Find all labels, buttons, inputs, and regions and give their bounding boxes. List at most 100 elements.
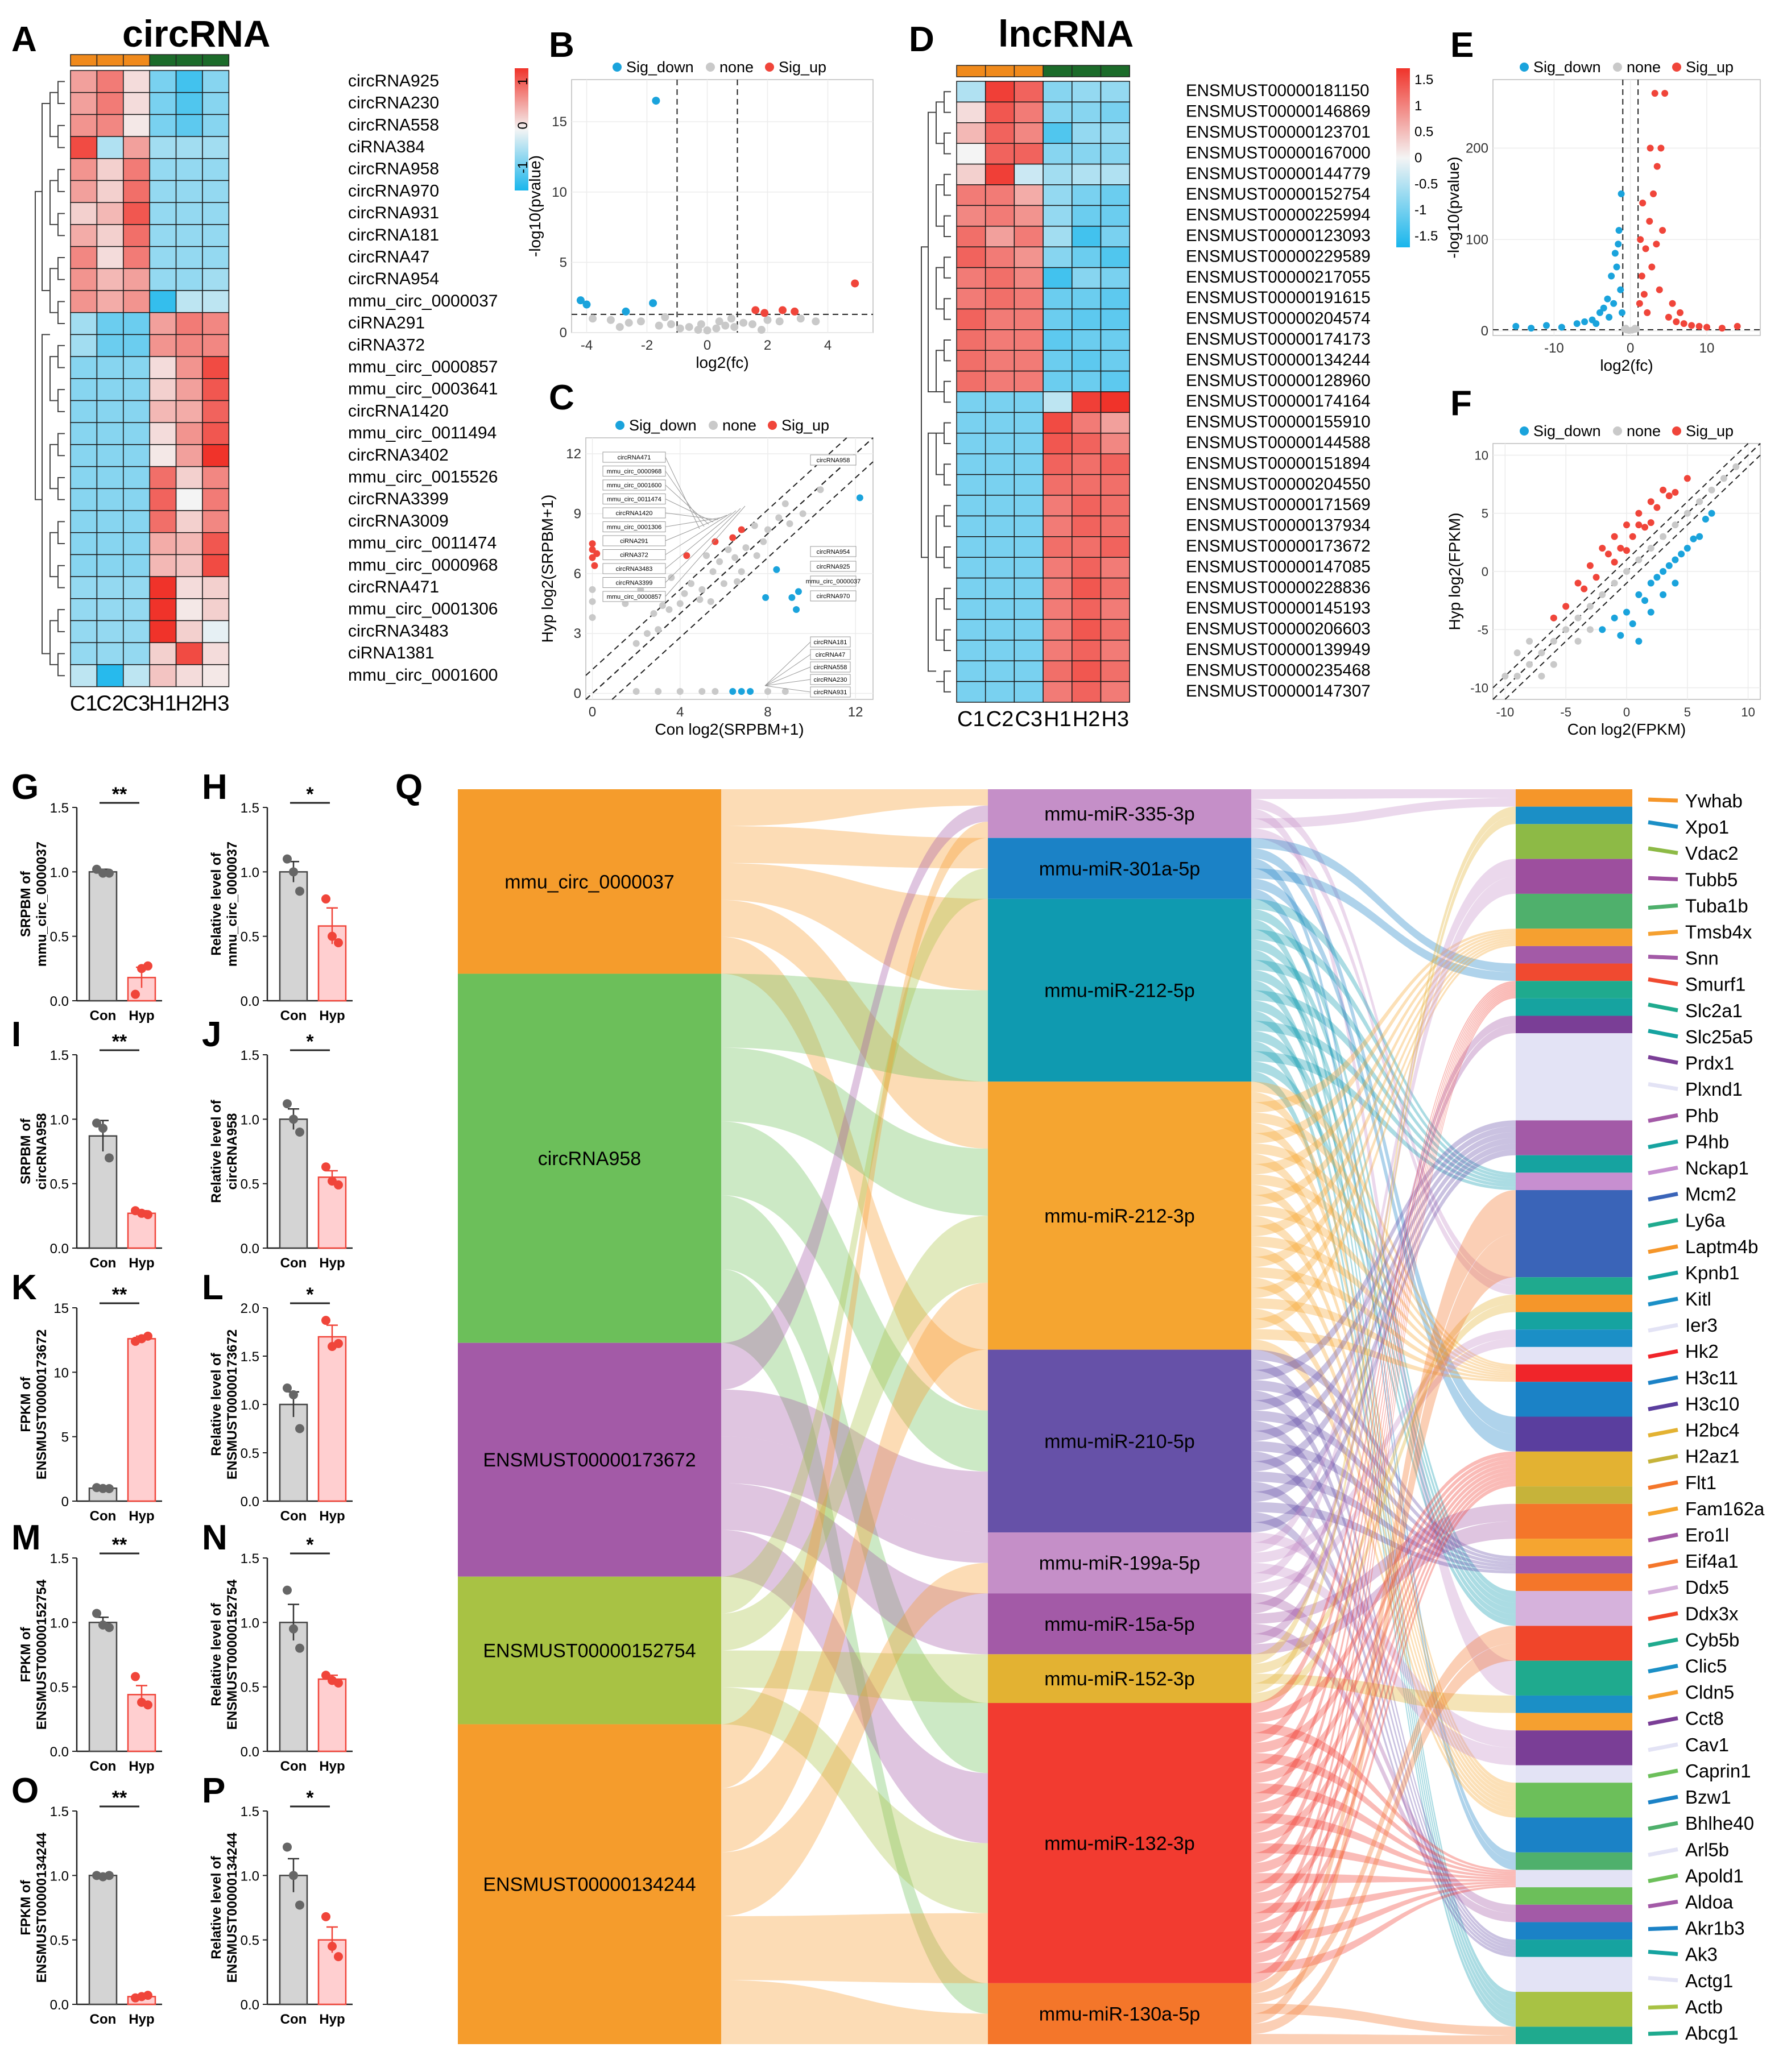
heatmap-cell — [1014, 163, 1044, 185]
y-tick-label: 0.0 — [241, 1998, 259, 2013]
heatmap-cell — [149, 356, 177, 379]
group-bar-C2 — [984, 65, 1015, 77]
heatmap-cell — [1043, 453, 1073, 475]
y-tick-label: 0 — [1482, 565, 1488, 579]
heatmap-cell — [96, 598, 124, 621]
sankey-target-marker — [1648, 1296, 1678, 1307]
point-sig_down — [747, 687, 754, 695]
heatmap-col-label: C2 — [986, 707, 1014, 731]
sankey-link — [721, 1215, 988, 1651]
data-point — [105, 1871, 114, 1880]
point-sig_up — [1644, 309, 1651, 316]
sankey-target-node — [1516, 1155, 1632, 1173]
heatmap-cell — [1014, 205, 1044, 227]
point-sig_down — [1558, 324, 1565, 331]
sankey-mirna-label: mmu-miR-212-3p — [1044, 1205, 1195, 1227]
category-label: Con — [280, 1759, 307, 1774]
data-point — [321, 1912, 330, 1921]
sankey-link — [1251, 789, 1516, 799]
data-point — [105, 1623, 114, 1632]
point-sig_down — [1604, 295, 1611, 302]
heatmap-cell — [1100, 101, 1130, 123]
sankey-link — [1251, 969, 1516, 1609]
heatmap-cell — [956, 681, 986, 703]
heatmap-cell — [1043, 267, 1073, 289]
bar-con — [279, 1622, 308, 1752]
heatmap-row-label: mmu_circ_0015526 — [348, 467, 498, 486]
group-bar-H2 — [175, 54, 203, 67]
sankey-link — [721, 1389, 988, 1533]
heatmap-cell — [96, 312, 124, 335]
sankey-target-marker — [1648, 1559, 1678, 1569]
heatmap-row-label: ciRNA1381 — [348, 644, 435, 662]
sankey-link — [1251, 838, 1516, 972]
sankey-link — [1251, 981, 1516, 1713]
annotation-leader — [665, 505, 746, 597]
heatmap-cell — [202, 576, 230, 599]
sankey-link — [1251, 1471, 1516, 1571]
sankey-target-node — [1516, 1992, 1632, 2027]
y-tick-label: 15 — [552, 114, 567, 130]
significance-mark: * — [306, 1284, 314, 1306]
sankey-link — [1251, 806, 1516, 1664]
data-point — [334, 938, 343, 947]
sankey-link — [721, 822, 988, 1788]
point-sig_up — [1660, 486, 1667, 494]
sankey-target-label: Ddx5 — [1685, 1577, 1729, 1598]
point-sig_down — [1629, 620, 1636, 628]
y-axis-label: Relative level ofENSMUST00000173672 — [209, 1329, 240, 1480]
heatmap-cell — [956, 205, 986, 227]
point-none — [760, 538, 767, 545]
sankey-mirna-node — [988, 1654, 1251, 1704]
heatmap-cell — [149, 246, 177, 270]
y-axis-label: SRPBM ofmmu_circ_0000037 — [18, 842, 49, 967]
heatmap-row-label: ENSMUST00000128960 — [1186, 371, 1371, 390]
sankey-target-node — [1516, 893, 1632, 929]
heatmap-cell — [175, 92, 203, 115]
category-label: Con — [90, 1008, 117, 1023]
panel-label-J: J — [202, 1015, 221, 1054]
heatmap-cell — [202, 620, 230, 643]
sankey-link — [1251, 1813, 1516, 1878]
diagonal-line — [585, 437, 874, 700]
point-none — [1513, 649, 1521, 657]
point-sig_up — [1562, 603, 1570, 610]
sankey-source-label: circRNA958 — [538, 1148, 641, 1170]
heatmap-cell — [1014, 226, 1044, 247]
heatmap-cell — [149, 268, 177, 291]
color-legend-tick: -1 — [1414, 202, 1426, 218]
significance-mark: ** — [112, 1534, 127, 1556]
heatmap-cell — [149, 422, 177, 445]
y-tick-label: 9 — [574, 506, 581, 521]
y-tick-label: 2.0 — [241, 1301, 259, 1316]
y-tick-label: 12 — [566, 446, 581, 462]
point-sig_up — [1611, 558, 1618, 566]
point-none — [698, 586, 706, 593]
heatmap-cell — [1100, 598, 1130, 620]
heatmap-cell — [1043, 660, 1073, 682]
sankey-link — [1251, 1233, 1516, 2024]
point-sig_up — [1623, 547, 1630, 554]
heatmap-row-label: circRNA3402 — [348, 446, 449, 465]
y-tick-label: 1.0 — [241, 1868, 259, 1884]
point-sig_up — [1653, 241, 1660, 248]
color-legend-tick: -1 — [515, 161, 531, 173]
heatmap-cell — [70, 488, 98, 511]
heatmap-cell — [96, 488, 124, 511]
sankey-mirna-label: mmu-miR-152-3p — [1044, 1668, 1195, 1690]
heatmap-cell — [175, 180, 203, 203]
y-tick-label: 0.0 — [50, 1998, 69, 2013]
x-axis-label: Con log2(FPKM) — [1567, 720, 1686, 738]
annotation-label: circRNA970 — [817, 593, 850, 600]
sankey-target-node — [1516, 981, 1632, 998]
heatmap-cell — [956, 453, 986, 475]
point-sig_down — [762, 594, 770, 601]
heatmap-cell — [202, 532, 230, 556]
point-none — [1672, 521, 1679, 529]
significance-mark: * — [306, 1787, 314, 1809]
heatmap-cell — [202, 444, 230, 467]
sankey-link — [1251, 1390, 1516, 1946]
point-sig_up — [1647, 519, 1654, 527]
sankey-target-marker — [1648, 1690, 1678, 1700]
heatmap-row-label: ENSMUST00000134244 — [1186, 350, 1371, 369]
